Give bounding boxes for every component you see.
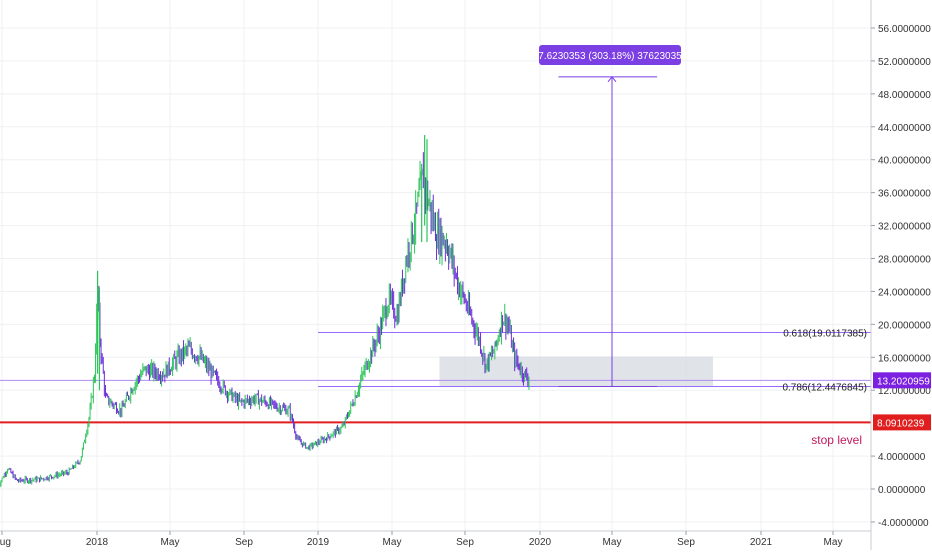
last-price-tag xyxy=(873,372,931,389)
time-tick-label: May xyxy=(161,537,180,548)
price-tick-label: -4.0000000 xyxy=(878,518,929,529)
price-tick-label: 24.0000000 xyxy=(878,287,931,298)
time-tick-label: May xyxy=(603,537,622,548)
time-tick-label: 2018 xyxy=(86,537,109,548)
price-tick-label: 20.0000000 xyxy=(878,320,931,331)
price-tick-label: 32.0000000 xyxy=(878,222,931,233)
price-tick-label: 12.0000000 xyxy=(878,386,931,397)
time-tick-label: Aug xyxy=(0,537,11,548)
price-tick-label: 44.0000000 xyxy=(878,123,931,134)
price-tick-label: 40.0000000 xyxy=(878,156,931,167)
fib-level-label: 0.786(12.4476845) xyxy=(782,383,867,394)
time-tick-label: Sep xyxy=(456,537,474,548)
candles xyxy=(0,135,530,488)
grid xyxy=(0,0,871,531)
time-tick-label: May xyxy=(824,537,843,548)
measure-label: 37.6230353 (303.18%) 376230353 xyxy=(533,51,688,62)
measure-arrowhead xyxy=(607,76,617,83)
price-tick-label: 36.0000000 xyxy=(878,189,931,200)
price-tick-label: 28.0000000 xyxy=(878,255,931,266)
last-price-tag-label: 13.2020959 xyxy=(877,376,930,387)
price-tick-label: 52.0000000 xyxy=(878,57,931,68)
time-tick-label: Sep xyxy=(235,537,253,548)
price-tick-label: 16.0000000 xyxy=(878,353,931,364)
price-tick-label: 4.0000000 xyxy=(878,452,926,463)
time-tick-label: May xyxy=(383,537,402,548)
time-tick-label: 2021 xyxy=(750,537,773,548)
fib-level-label: 0.618(19.0117385) xyxy=(783,328,867,339)
stop-level-text: stop level xyxy=(811,433,862,447)
price-tick-label: 48.0000000 xyxy=(878,90,931,101)
stop-level-tag xyxy=(873,414,931,431)
stop-level-tag-label: 8.0910239 xyxy=(877,418,925,429)
measure-label-box xyxy=(539,45,681,65)
target-zone[interactable] xyxy=(439,356,714,387)
time-tick-label: Sep xyxy=(677,537,695,548)
price-tick-label: 0.0000000 xyxy=(878,485,926,496)
price-tick-label: 56.0000000 xyxy=(878,24,931,35)
time-tick-label: 2020 xyxy=(529,537,552,548)
time-tick-label: 2019 xyxy=(307,537,330,548)
